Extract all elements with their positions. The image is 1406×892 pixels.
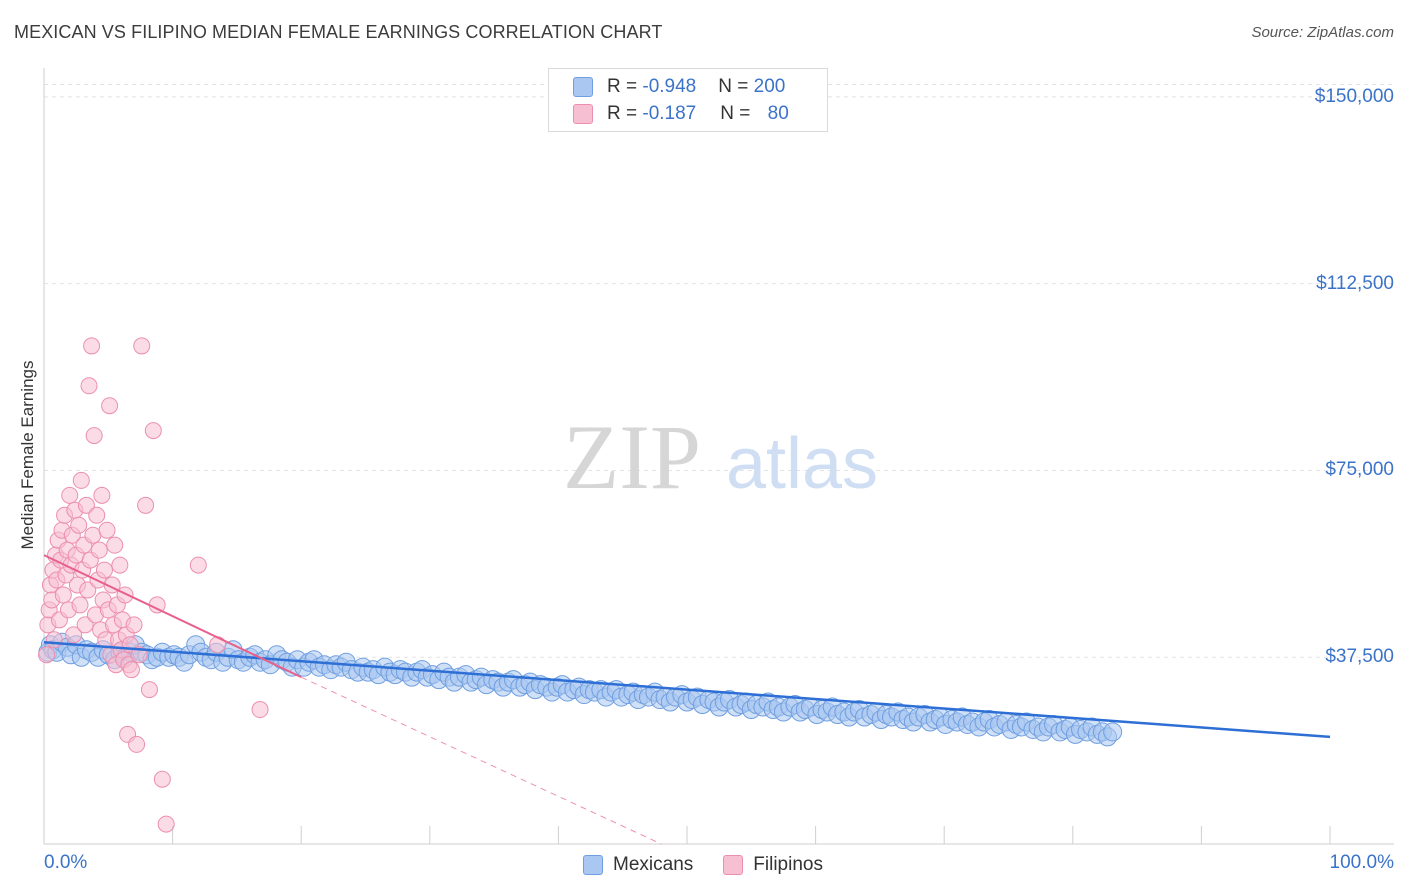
filipinos-point <box>70 516 88 534</box>
y-tick-label: $150,000 <box>1314 85 1394 107</box>
filipinos-point <box>106 536 124 554</box>
y-tick-label: $112,500 <box>1316 272 1394 294</box>
legend-row-mexicans: R = -0.948 N = 200 <box>573 75 785 99</box>
filipinos-point <box>65 626 83 644</box>
legend-swatch-filipinos <box>573 104 593 124</box>
watermark-zip: ZIP <box>563 406 701 508</box>
filipinos-point <box>88 506 106 524</box>
filipinos-point <box>38 646 56 664</box>
filipinos-point <box>95 561 113 579</box>
filipinos-point <box>84 526 102 544</box>
series-legend-filipinos[interactable]: Filipinos <box>723 852 823 878</box>
y-tick-label: $75,000 <box>1325 459 1394 481</box>
filipinos-points <box>38 337 269 833</box>
filipinos-point <box>80 377 98 395</box>
filipinos-point <box>90 541 108 559</box>
filipinos-point <box>153 770 171 788</box>
series-swatch-filipinos <box>723 855 744 875</box>
legend-r-label: R = <box>607 76 643 97</box>
legend-r-value: -0.948 <box>642 76 697 97</box>
filipinos-point <box>61 486 79 504</box>
mexicans-trend-line <box>43 641 1331 739</box>
series-swatch-mexicans <box>583 855 604 875</box>
filipinos-trend-line <box>43 554 302 679</box>
watermark: ZIP atlas <box>563 406 878 508</box>
correlation-legend: R = -0.948 N = 200 R = -0.187 N = 80 <box>548 68 828 132</box>
filipinos-point <box>72 471 90 489</box>
x-axis <box>43 68 1394 845</box>
filipinos-point <box>251 701 269 719</box>
filipinos-point <box>133 337 151 355</box>
filipinos-point <box>137 496 155 514</box>
x-tick-max: 100.0% <box>1329 852 1394 873</box>
filipinos-point <box>54 586 72 604</box>
legend-n-value: 200 <box>753 76 786 97</box>
filipinos-point <box>71 596 89 614</box>
filipinos-point <box>83 337 101 355</box>
filipinos-point <box>140 681 158 699</box>
series-label-mexicans: Mexicans <box>613 854 694 875</box>
legend-swatch-mexicans <box>573 77 593 97</box>
filipinos-point <box>125 616 143 634</box>
filipinos-point <box>45 631 63 649</box>
filipinos-point <box>85 427 103 445</box>
filipinos-point <box>116 586 134 604</box>
legend-n-label: N = <box>720 103 756 124</box>
watermark-atlas: atlas <box>726 424 878 504</box>
legend-n-label: N = <box>718 76 754 97</box>
filipinos-point <box>76 616 94 634</box>
source-label: Source: ZipAtlas.com <box>1251 24 1394 41</box>
filipinos-point <box>79 581 97 599</box>
filipinos-point <box>122 661 140 679</box>
filipinos-point <box>101 397 119 415</box>
mexicans-point <box>1103 722 1123 742</box>
filipinos-trend-extension <box>300 676 662 845</box>
filipinos-point <box>98 521 116 539</box>
series-legend-mexicans[interactable]: Mexicans <box>583 852 693 878</box>
filipinos-point <box>189 556 207 574</box>
legend-r-value: -0.187 <box>642 103 697 124</box>
legend-row-filipinos: R = -0.187 N = 80 <box>573 102 789 126</box>
y-tick-label: $37,500 <box>1325 646 1394 668</box>
filipinos-point <box>157 815 175 833</box>
trend-lines <box>43 554 1331 845</box>
x-tick-min: 0.0% <box>44 852 88 873</box>
chart-title: MEXICAN VS FILIPINO MEDIAN FEMALE EARNIN… <box>14 22 663 42</box>
filipinos-point <box>128 735 146 753</box>
series-legend: Mexicans Filipinos <box>0 852 1406 878</box>
legend-r-label: R = <box>607 103 643 124</box>
filipinos-point <box>144 422 162 440</box>
filipinos-point <box>77 496 95 514</box>
filipinos-point <box>93 486 111 504</box>
mexicans-points <box>38 632 1123 747</box>
y-axis-label: Median Female Earnings <box>18 360 37 550</box>
series-label-filipinos: Filipinos <box>753 854 823 875</box>
filipinos-point <box>111 556 129 574</box>
gridlines <box>44 83 1394 658</box>
legend-n-value: 80 <box>767 103 789 124</box>
